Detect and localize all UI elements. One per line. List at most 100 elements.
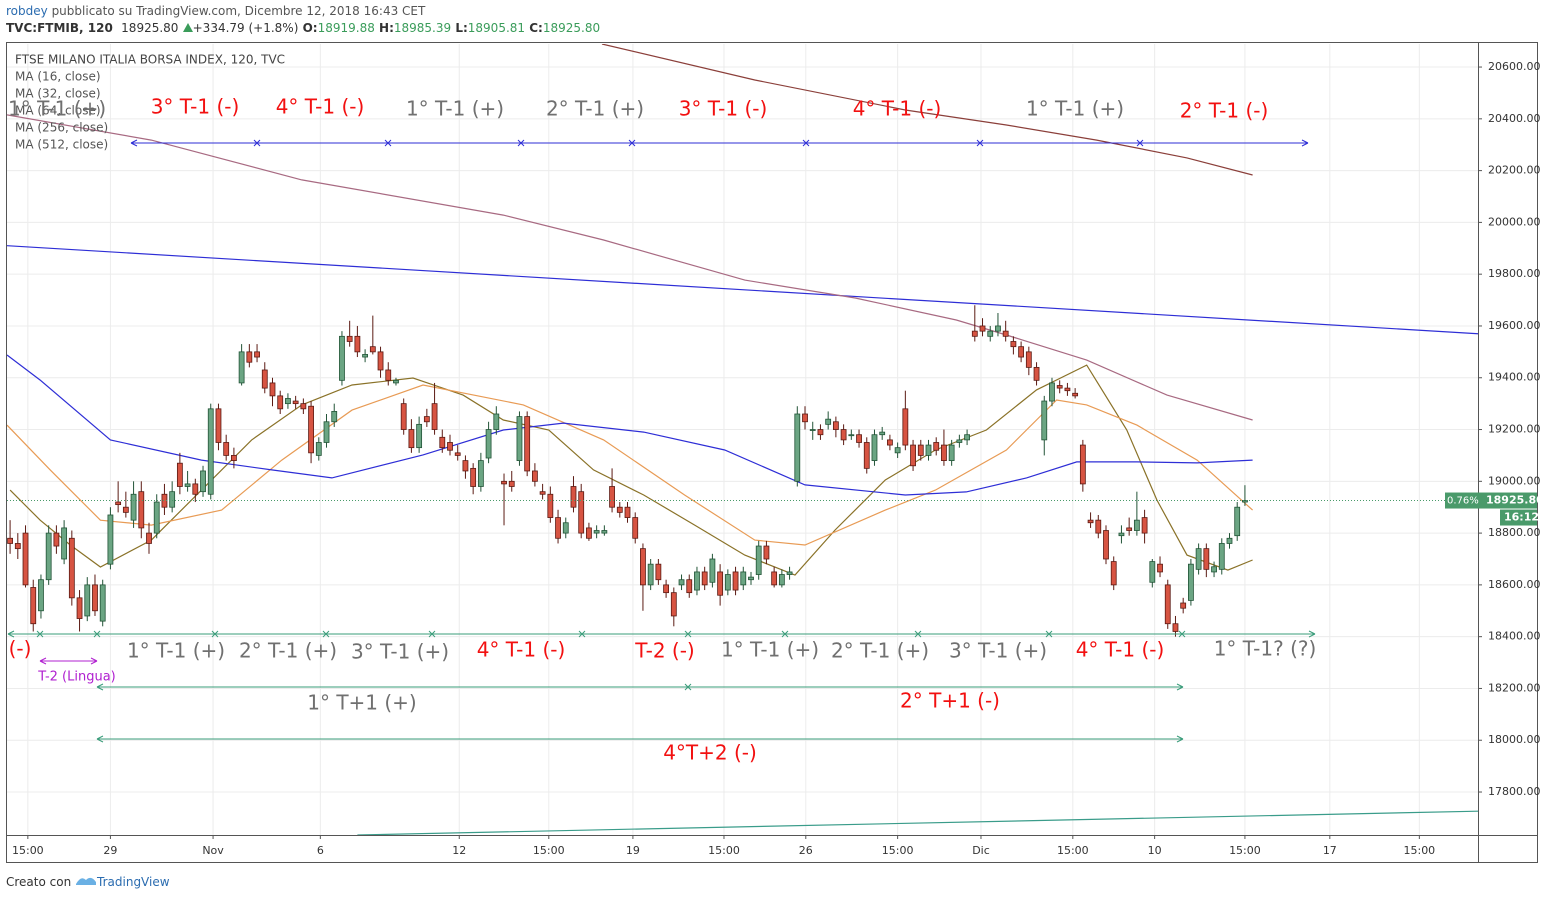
range-tick bbox=[93, 630, 101, 638]
arrow-head bbox=[1308, 630, 1316, 638]
candle-body bbox=[1095, 519, 1102, 534]
candle-body bbox=[184, 483, 191, 487]
candle-body bbox=[832, 421, 839, 430]
x-tick-label: 15:00 bbox=[1057, 844, 1089, 857]
candle-body bbox=[1180, 602, 1187, 609]
candle-body bbox=[385, 369, 392, 381]
annotation: 2° T-1 (+) bbox=[546, 97, 644, 121]
candle-body bbox=[339, 335, 345, 381]
x-tick-label: 19 bbox=[626, 844, 640, 857]
range-tick bbox=[1136, 139, 1144, 147]
candle-body bbox=[331, 411, 338, 423]
legend-entry: MA (256, close) bbox=[15, 121, 108, 135]
candle-body bbox=[1064, 387, 1071, 392]
candle-body bbox=[547, 493, 554, 518]
candle-body bbox=[562, 522, 569, 534]
candle-body bbox=[879, 431, 886, 436]
candle-body bbox=[701, 571, 708, 586]
candle-body bbox=[848, 434, 855, 437]
brand[interactable]: TradingView bbox=[97, 875, 170, 889]
candle-body bbox=[802, 413, 808, 423]
candle-body bbox=[670, 592, 677, 617]
l-label: L: bbox=[455, 21, 468, 35]
candle-body bbox=[840, 429, 847, 441]
candle-body bbox=[153, 501, 160, 534]
candle-body bbox=[454, 452, 461, 456]
annotation: 4° T-1 (-) bbox=[853, 97, 942, 121]
annotation: 2° T-1 (+) bbox=[239, 639, 337, 663]
candle-body bbox=[655, 563, 662, 581]
candle-body bbox=[53, 532, 60, 547]
candle-body bbox=[910, 444, 916, 467]
candle-body bbox=[1164, 584, 1171, 625]
candle-body bbox=[369, 346, 376, 353]
annotation: 1° T-1 (+) bbox=[127, 639, 225, 663]
annotation: 1° T+1 (+) bbox=[307, 691, 417, 715]
candle-body bbox=[995, 325, 1001, 332]
candle-body bbox=[555, 517, 561, 539]
candle-body bbox=[122, 506, 129, 513]
last-price-label: 18925.80 bbox=[1486, 494, 1544, 507]
candle-body bbox=[14, 543, 21, 550]
candle-body bbox=[431, 403, 438, 430]
candle-body bbox=[254, 351, 260, 358]
candle-body bbox=[22, 532, 29, 586]
candle-body bbox=[717, 571, 724, 596]
candle-body bbox=[423, 416, 430, 423]
candle-body bbox=[871, 434, 878, 462]
candle-body bbox=[115, 501, 122, 506]
x-tick-label: 15:00 bbox=[708, 844, 740, 857]
candle-body bbox=[887, 439, 893, 446]
arrow-head bbox=[1176, 735, 1184, 743]
candle-body bbox=[987, 330, 994, 337]
y-tick-label: 20200.00 bbox=[1488, 164, 1541, 177]
candle-body bbox=[354, 335, 361, 353]
range-tick bbox=[253, 139, 261, 147]
candle-body bbox=[817, 429, 824, 436]
author[interactable]: robdey bbox=[6, 4, 48, 18]
moving-average bbox=[7, 384, 1254, 546]
candle-body bbox=[624, 506, 631, 518]
y-tick-label: 19600.00 bbox=[1488, 319, 1541, 332]
candle-body bbox=[586, 527, 592, 539]
open: 18919.88 bbox=[317, 21, 375, 35]
candle-body bbox=[570, 486, 577, 508]
range-tick bbox=[628, 139, 636, 147]
candle-body bbox=[1033, 366, 1040, 381]
candle-body bbox=[1149, 561, 1156, 583]
candle-body bbox=[732, 571, 739, 591]
arrow-head bbox=[1301, 139, 1309, 147]
y-tick-label: 20400.00 bbox=[1488, 112, 1541, 125]
annotation: 2° T+1 (-) bbox=[900, 689, 1000, 713]
x-tick-label: Nov bbox=[202, 844, 224, 857]
moving-average bbox=[9, 364, 1253, 576]
range-tick bbox=[384, 139, 392, 147]
candle-body bbox=[447, 442, 453, 451]
candle-body bbox=[809, 429, 816, 431]
countdown: 16:12 bbox=[1504, 511, 1539, 524]
candle-body bbox=[1195, 548, 1202, 570]
arrow-head bbox=[90, 657, 98, 665]
candle-body bbox=[593, 530, 600, 534]
candle-body bbox=[694, 571, 700, 591]
x-tick-label: 15:00 bbox=[1229, 844, 1261, 857]
y-tick-label: 19000.00 bbox=[1488, 474, 1541, 487]
candle-body bbox=[1018, 346, 1025, 358]
candle-body bbox=[686, 579, 693, 594]
candle-body bbox=[169, 491, 176, 508]
annotation: T-2 (Lingua) bbox=[37, 670, 116, 685]
annotation: 3° T-1 (-) bbox=[151, 95, 240, 119]
candle-body bbox=[277, 395, 284, 410]
trendline bbox=[357, 810, 1478, 835]
candle-body bbox=[755, 545, 762, 575]
candle-body bbox=[408, 429, 415, 449]
legend-entry: MA (16, close) bbox=[15, 70, 101, 84]
candle-body bbox=[207, 408, 214, 495]
candle-body bbox=[1056, 385, 1063, 389]
candle-body bbox=[724, 574, 731, 591]
candle-body bbox=[223, 442, 230, 456]
candle-body bbox=[1157, 563, 1163, 573]
candle-body bbox=[964, 434, 970, 441]
candle-body bbox=[508, 480, 515, 487]
